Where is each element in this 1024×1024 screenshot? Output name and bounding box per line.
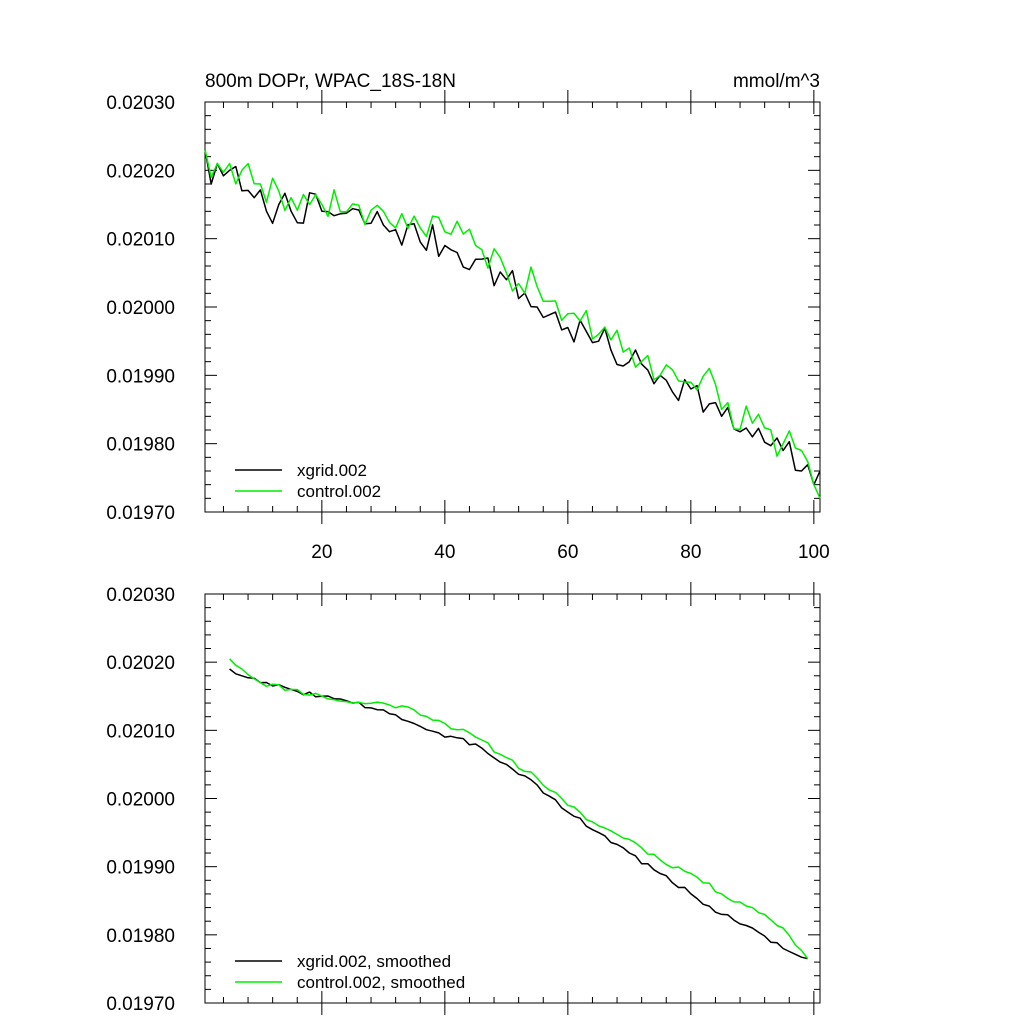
y-tick-label: 0.01990 — [106, 858, 175, 879]
bottom-axes: 0.02030 0.02020 0.02010 0.02000 0.01990 0.019… — [106, 582, 821, 1015]
plot-frame — [204, 593, 821, 1004]
legend-label-xgrid: xgrid.002 — [297, 461, 367, 480]
bottom-legend: xgrid.002, smoothed control.002, smoothe… — [235, 952, 465, 992]
legend-label-control: control.002 — [297, 482, 381, 501]
y-tick-label: 0.02030 — [106, 93, 175, 114]
legend-label-xgrid-smoothed: xgrid.002, smoothed — [297, 952, 451, 971]
series-line-0 — [229, 668, 808, 960]
y-tick-label: 0.01970 — [106, 503, 175, 524]
y-tick-label: 0.02020 — [106, 161, 175, 182]
top-series — [204, 149, 821, 499]
top-panel: 800m DOPr, WPAC_18S-18N mmol/m^3 0.02030… — [106, 71, 829, 563]
y-tick-label: 0.01980 — [106, 435, 175, 456]
x-tick-label: 40 — [434, 542, 455, 563]
y-tick-label: 0.02010 — [106, 721, 175, 742]
bottom-series — [229, 658, 809, 960]
bottom-panel: 0.02030 0.02020 0.02010 0.02000 0.01990 0.019… — [106, 582, 821, 1015]
y-tick-label: 0.02030 — [106, 585, 175, 606]
x-tick-label: 80 — [680, 542, 701, 563]
x-tick-label: 100 — [798, 542, 830, 563]
x-tick-label: 20 — [311, 542, 332, 563]
plot-frame — [204, 101, 821, 513]
series-line-1 — [204, 149, 821, 499]
y-tick-label: 0.02000 — [106, 298, 175, 319]
chart-units: mmol/m^3 — [733, 71, 820, 92]
y-tick-label: 0.02000 — [106, 790, 175, 811]
y-tick-label: 0.02010 — [106, 230, 175, 251]
series-line-1 — [229, 658, 809, 960]
y-tick-label: 0.02020 — [106, 653, 175, 674]
top-axes: 0.02030 0.02020 0.02010 0.02000 0.01990 0.019… — [106, 90, 830, 563]
legend-label-control-smoothed: control.002, smoothed — [297, 973, 465, 992]
y-tick-label: 0.01970 — [106, 994, 175, 1015]
y-tick-label: 0.01990 — [106, 366, 175, 387]
top-legend: xgrid.002 control.002 — [235, 461, 381, 501]
x-tick-label: 60 — [557, 542, 578, 563]
y-tick-label: 0.01980 — [106, 926, 175, 947]
chart-title: 800m DOPr, WPAC_18S-18N — [205, 71, 456, 92]
series-line-0 — [204, 149, 821, 486]
